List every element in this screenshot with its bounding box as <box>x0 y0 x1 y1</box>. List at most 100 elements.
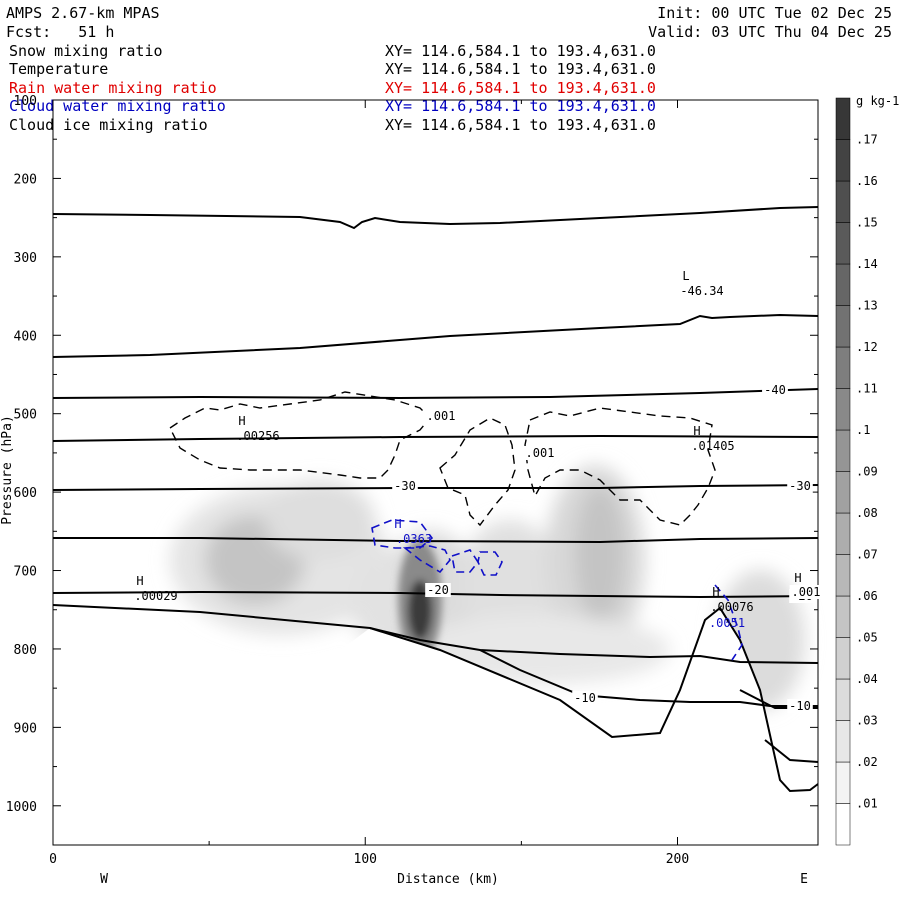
y-tick-label: 800 <box>14 643 37 658</box>
ice-contour-label-bg <box>424 409 458 423</box>
isotherm-label: -30 <box>394 479 416 493</box>
y-tick-label: 700 <box>14 565 37 580</box>
cloud-water-contour <box>451 549 479 573</box>
isotherm-label-bg <box>425 583 451 597</box>
annotations: -40-40-30-30-20-20-10-10.001.001H.00256H… <box>134 269 823 713</box>
isotherm-label: -10 <box>789 699 811 713</box>
west-label: W <box>100 872 108 887</box>
colorbar-swatch <box>835 388 851 431</box>
snow-blob <box>575 485 625 625</box>
colorbar-tick-label: .12 <box>856 340 878 354</box>
legend-xy: XY= 114.6,584.1 to 193.4,631.0 <box>385 115 656 134</box>
legend-label: Cloud ice mixing ratio <box>9 115 208 134</box>
cloud-water-contour <box>371 519 434 549</box>
isotherm-contour <box>52 434 819 442</box>
legend-xy: XY= 114.6,584.1 to 193.4,631.0 <box>385 97 656 116</box>
isotherm-label: -30 <box>789 479 811 493</box>
isotherm-label-bg <box>787 699 813 713</box>
model-title: AMPS 2.67-km MPAS <box>6 4 160 22</box>
isotherm-contour <box>479 649 818 707</box>
forecast-hour: Fcst: 51 h <box>6 23 115 41</box>
colorbar-swatch <box>835 139 851 182</box>
isotherm-contour <box>52 388 819 400</box>
cloud-water-contour <box>714 584 743 661</box>
colorbar-swatch <box>835 595 851 638</box>
legend-xy: XY= 114.6,584.1 to 193.4,631.0 <box>385 78 656 97</box>
isotherm-label-bg <box>572 691 598 705</box>
colorbar-swatch <box>835 263 851 306</box>
snow-blob <box>460 520 560 640</box>
cloud-water-contours <box>371 519 743 661</box>
colorbar-tick-label: .07 <box>856 548 878 562</box>
extremum-value: -46.34 <box>680 284 723 298</box>
colorbar-swatch <box>835 761 851 804</box>
extremum-type: H <box>238 414 245 428</box>
extremum-type: H <box>693 424 700 438</box>
isotherm-label: -20 <box>427 583 449 597</box>
legend-label: Snow mixing ratio <box>9 42 163 60</box>
isotherm-contour <box>52 484 819 491</box>
colorbar-tick-label: .01 <box>856 797 878 811</box>
colorbar-tick-label: .03 <box>856 714 878 728</box>
isotherm-label-dup-bg <box>762 383 788 397</box>
extremum-value: .0051 <box>709 616 745 630</box>
cloud-water-contour <box>402 545 451 574</box>
extremum-value: .01405 <box>691 439 734 453</box>
isotherm-label-bg <box>392 479 418 493</box>
colorbar-swatch <box>835 678 851 721</box>
x-tick-label: 200 <box>666 852 689 867</box>
extremum-type: H <box>394 517 401 531</box>
legend-label: Rain water mixing ratio <box>9 78 217 97</box>
extremum-value: .00029 <box>134 589 177 603</box>
legend-xy: XY= 114.6,584.1 to 193.4,631.0 <box>385 42 656 60</box>
extremum-type: H <box>712 585 719 599</box>
isotherm-contour <box>52 313 819 358</box>
isotherm-contour <box>52 206 819 230</box>
axes: 100 200 300 400 500 600 700 800 900 1000 0 100 200 Di… <box>0 94 819 887</box>
colorbar-tick-label: .02 <box>856 755 878 769</box>
isotherm-contour <box>52 604 819 793</box>
snow-blob <box>350 555 410 645</box>
y-tick-label: 900 <box>14 721 37 736</box>
extremum-value: .001 <box>792 585 821 599</box>
east-label: E <box>800 872 808 887</box>
colorbar-tick-label: .15 <box>856 216 878 230</box>
colorbar-swatch <box>835 512 851 555</box>
extremum-value: .0363 <box>396 532 432 546</box>
colorbar-tick-label: .14 <box>856 257 878 271</box>
y-tick-label: 200 <box>14 172 37 187</box>
x-tick-label: 100 <box>354 852 377 867</box>
y-axis-label: Pressure (hPa) <box>0 415 15 525</box>
colorbar-swatch <box>835 97 851 140</box>
extremum-value: .00076 <box>710 600 753 614</box>
snow-core <box>398 540 442 660</box>
colorbar-swatch <box>835 720 851 763</box>
x-tick-label: 0 <box>49 852 57 867</box>
extremum-value: .00256 <box>236 429 279 443</box>
y-tick-label: 1000 <box>6 800 37 815</box>
isotherm-contour <box>53 537 819 544</box>
init-time: Init: 00 UTC Tue 02 Dec 25 <box>657 4 892 22</box>
cloud-ice-contour <box>524 407 716 526</box>
y-tick-label: 300 <box>14 251 37 266</box>
colorbar-swatch <box>835 554 851 597</box>
colorbar-tick-label: .11 <box>856 382 878 396</box>
colorbar-tick-label: .13 <box>856 299 878 313</box>
colorbar-swatch <box>835 637 851 680</box>
valid-time: Valid: 03 UTC Thu 04 Dec 25 <box>648 23 892 41</box>
extremum-value-bg <box>789 585 823 599</box>
cloud-ice-contour <box>169 391 431 479</box>
snow-blob <box>265 480 375 560</box>
ice-contour-label: .001 <box>427 409 456 423</box>
colorbar-swatch <box>835 222 851 265</box>
colorbar-unit: g kg-1 <box>856 94 899 108</box>
cloud-ice-contour <box>439 417 516 527</box>
terrain-mask <box>53 608 818 845</box>
colorbar-swatch <box>835 429 851 472</box>
y-tick-label: 100 <box>14 94 37 109</box>
x-axis-label: Distance (km) <box>397 872 499 887</box>
colorbar-tick-label: .17 <box>856 133 878 147</box>
ice-contour-label: .001 <box>526 446 555 460</box>
colorbar-swatch <box>835 346 851 389</box>
